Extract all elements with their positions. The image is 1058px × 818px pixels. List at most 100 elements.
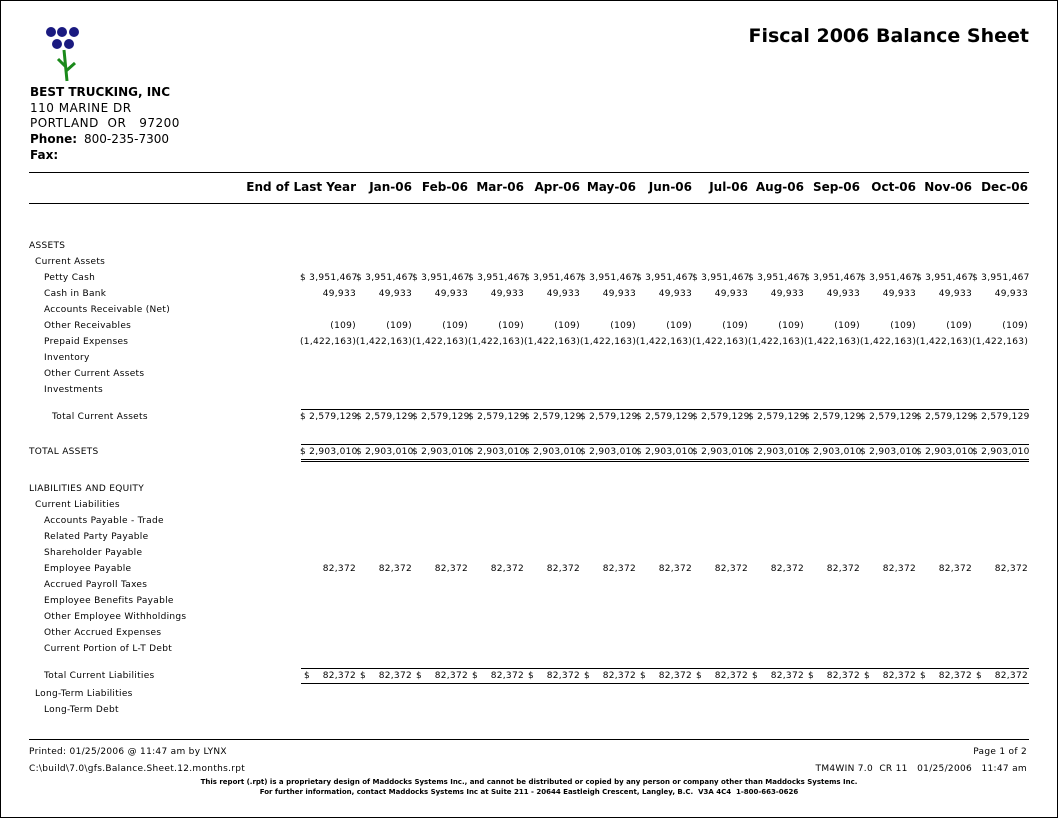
row-label: Other Accrued Expenses — [44, 628, 162, 638]
cell-value: $ 2,579,129 — [412, 412, 470, 422]
phone: 800-235-7300 — [84, 132, 170, 146]
cell-value: $ 82,372 — [472, 671, 524, 681]
cell-value: (1,422,163) — [972, 337, 1029, 347]
cell-value: $ 2,579,129 — [300, 412, 358, 422]
row-label: Cash in Bank — [44, 289, 107, 299]
cell-value: $ 82,372 — [976, 671, 1028, 681]
column-header: Feb-06 — [421, 180, 468, 194]
rule — [301, 683, 1029, 684]
cell-value: $ 2,579,129 — [524, 412, 582, 422]
column-header: Apr-06 — [534, 180, 580, 194]
cell-value: (1,422,163) — [412, 337, 469, 347]
cell-value: $ 2,903,010 — [356, 447, 414, 457]
address: PORTLAND OR 97200 — [30, 116, 180, 130]
cell-value: $ 2,579,129 — [468, 412, 526, 422]
report-title: Fiscal 2006 Balance Sheet — [748, 25, 1029, 47]
column-header: Oct-06 — [871, 180, 916, 194]
cell-value: 49,933 — [434, 289, 468, 299]
rule — [301, 444, 1029, 445]
row-label: Petty Cash — [44, 273, 96, 283]
notice: This report (.rpt) is a proprietary desi… — [200, 778, 858, 786]
cell-value: $ 3,951,467 — [804, 273, 862, 283]
cell-value: 49,933 — [882, 289, 916, 299]
column-header: Nov-06 — [924, 180, 972, 194]
cell-value: $ 82,372 — [752, 671, 804, 681]
cell-value: $ 82,372 — [640, 671, 692, 681]
cell-value: (109) — [442, 321, 468, 331]
cell-value: (109) — [666, 321, 692, 331]
row-label: Other Current Assets — [44, 369, 145, 379]
rule — [301, 461, 1029, 462]
cell-value: 82,372 — [378, 564, 412, 574]
version: TM4WIN 7.0 CR 11 01/25/2006 11:47 am — [815, 764, 1027, 774]
cell-value: $ 2,903,010 — [300, 447, 358, 457]
cell-value: $ 3,951,467 — [916, 273, 974, 283]
cell-value: $ 2,579,129 — [916, 412, 974, 422]
cell-value: (109) — [386, 321, 412, 331]
rule — [29, 739, 1029, 740]
cell-value: 49,933 — [994, 289, 1028, 299]
address: 110 MARINE DR — [30, 101, 132, 115]
cell-value: $ 2,903,010 — [580, 447, 638, 457]
cell-value: 49,933 — [322, 289, 356, 299]
rule — [301, 668, 1029, 669]
cell-value: 82,372 — [714, 564, 748, 574]
column-header: May-06 — [586, 180, 636, 194]
cell-value: $ 2,579,129 — [580, 412, 638, 422]
cell-value: $ 82,372 — [304, 671, 356, 681]
cell-value: 82,372 — [434, 564, 468, 574]
group-title: Current Assets — [35, 257, 106, 267]
cell-value: $ 2,579,129 — [636, 412, 694, 422]
company: BEST TRUCKING, INC — [30, 85, 171, 99]
cell-value: $ 2,903,010 — [860, 447, 918, 457]
cell-value: 49,933 — [826, 289, 860, 299]
row-label: Shareholder Payable — [44, 548, 143, 558]
cell-value: 82,372 — [602, 564, 636, 574]
page-number: Page 1 of 2 — [973, 747, 1027, 757]
column-header: End of Last Year — [246, 180, 356, 194]
cell-value: $ 3,951,467 — [692, 273, 750, 283]
cell-value: (1,422,163) — [804, 337, 861, 347]
cell-value: (109) — [834, 321, 860, 331]
row-label: Employee Benefits Payable — [44, 596, 174, 606]
cell-value: $ 82,372 — [696, 671, 748, 681]
cell-value: (109) — [890, 321, 916, 331]
fax-label: Fax: — [30, 148, 59, 162]
cell-value: (109) — [946, 321, 972, 331]
cell-value: (109) — [1002, 321, 1028, 331]
row-label: Current Portion of L-T Debt — [44, 644, 173, 654]
cell-value: (1,422,163) — [860, 337, 917, 347]
cell-value: (109) — [330, 321, 356, 331]
cell-value: 49,933 — [658, 289, 692, 299]
cell-value: $ 2,903,010 — [972, 447, 1030, 457]
column-header: Jun-06 — [648, 180, 692, 194]
cell-value: $ 2,903,010 — [804, 447, 862, 457]
cell-value: $ 2,903,010 — [468, 447, 526, 457]
cell-value: 49,933 — [938, 289, 972, 299]
section-title: ASSETS — [29, 241, 66, 251]
cell-value: $ 2,579,129 — [972, 412, 1030, 422]
cell-value: (109) — [498, 321, 524, 331]
cell-value: 49,933 — [714, 289, 748, 299]
cell-value: 82,372 — [994, 564, 1028, 574]
cell-value: 82,372 — [938, 564, 972, 574]
row-label: Accounts Receivable (Net) — [44, 305, 171, 315]
cell-value: 82,372 — [546, 564, 580, 574]
cell-value: $ 2,903,010 — [636, 447, 694, 457]
column-header: Sep-06 — [812, 180, 860, 194]
cell-value: $ 3,951,467 — [636, 273, 694, 283]
cell-value: $ 3,951,467 — [524, 273, 582, 283]
cell-value: $ 3,951,467 — [356, 273, 414, 283]
cell-value: 82,372 — [770, 564, 804, 574]
cell-value: 49,933 — [490, 289, 524, 299]
cell-value: 82,372 — [658, 564, 692, 574]
row-label: Employee Payable — [44, 564, 132, 574]
row-label: Prepaid Expenses — [44, 337, 129, 347]
column-header: Mar-06 — [476, 180, 524, 194]
cell-value: (1,422,163) — [468, 337, 525, 347]
cell-value: $ 82,372 — [808, 671, 860, 681]
row-label: Long-Term Debt — [44, 705, 119, 715]
cell-value: (1,422,163) — [356, 337, 413, 347]
cell-value: 82,372 — [882, 564, 916, 574]
cell-value: (1,422,163) — [636, 337, 693, 347]
